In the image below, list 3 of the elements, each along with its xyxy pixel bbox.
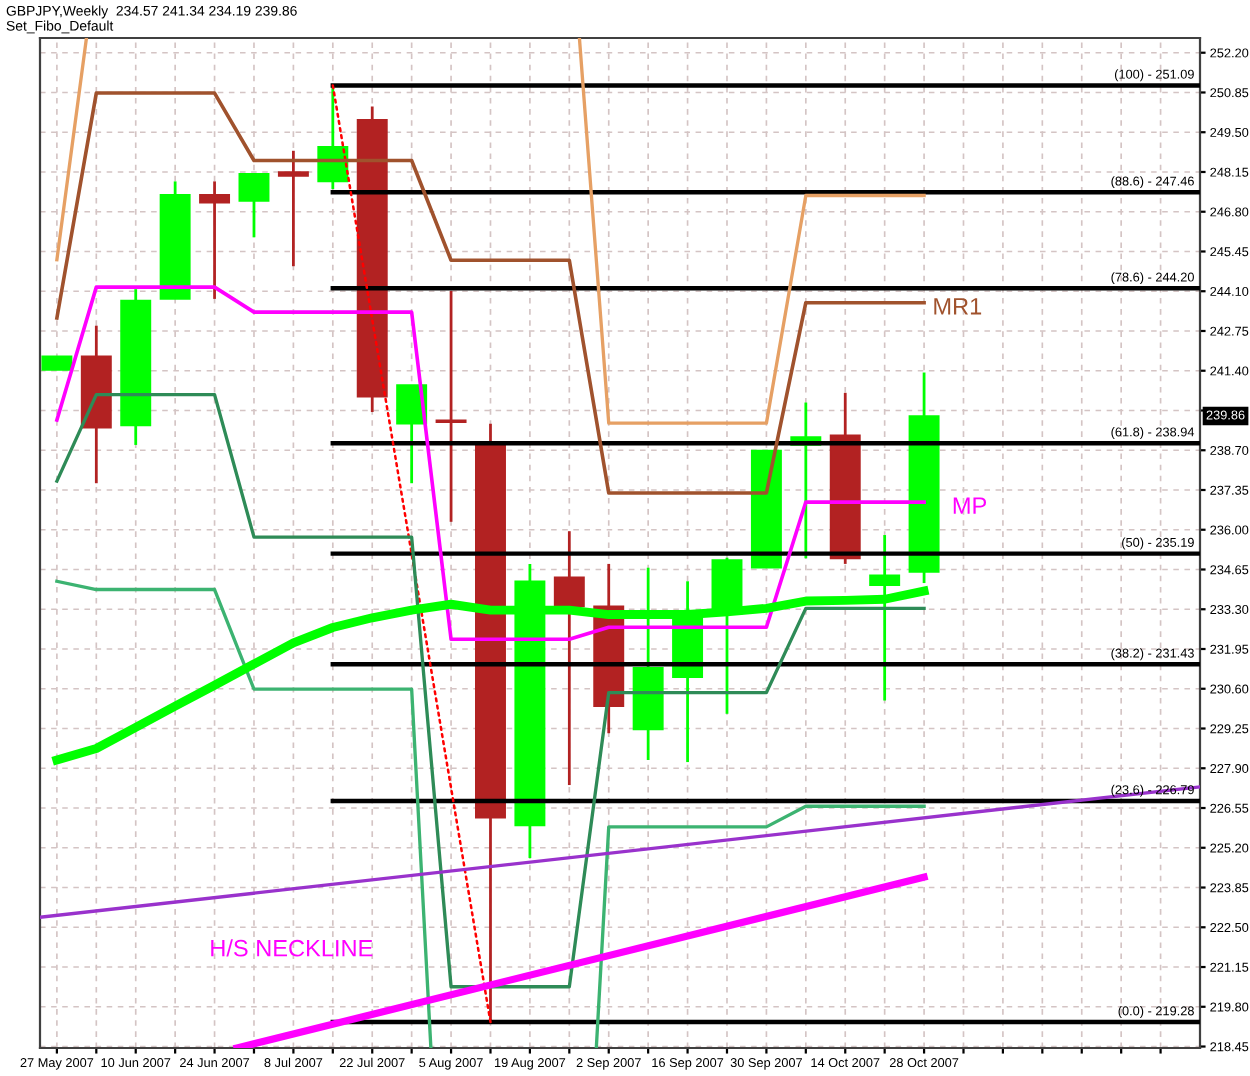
- series-label: MP: [953, 497, 987, 514]
- text: H/S NECKLINE: [211, 939, 373, 957]
- series-label: MR1: [934, 298, 982, 315]
